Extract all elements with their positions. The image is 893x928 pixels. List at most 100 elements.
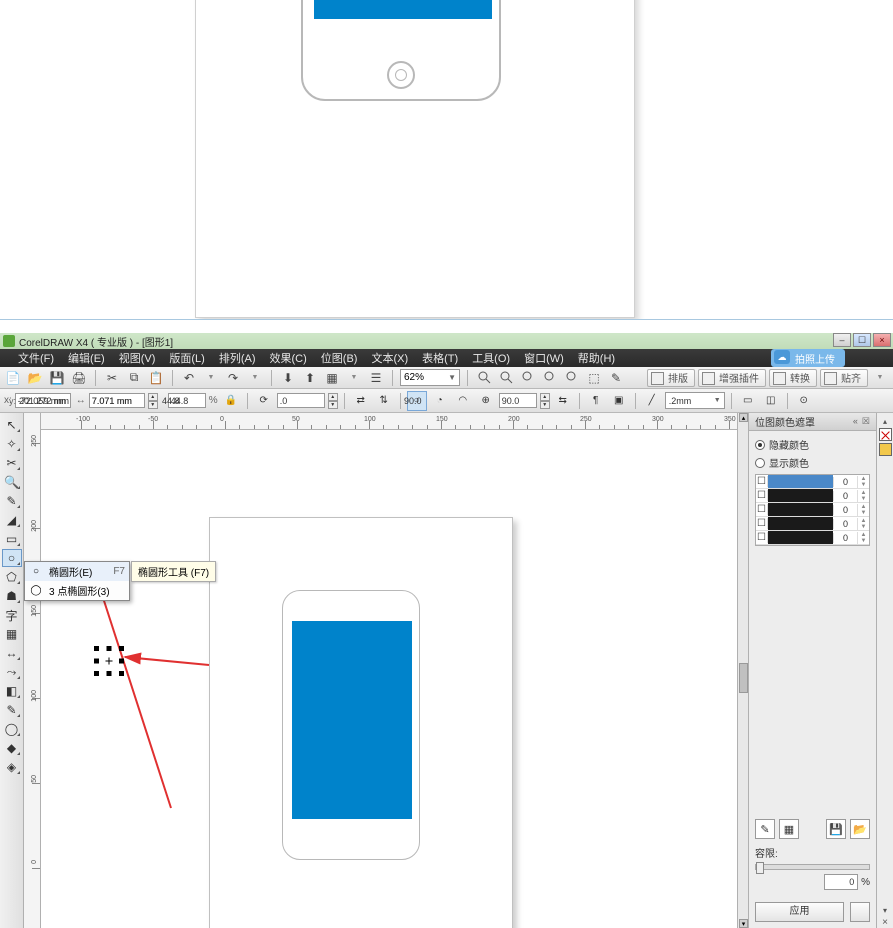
no-color-swatch[interactable] bbox=[879, 428, 892, 441]
ellipse-tool[interactable]: ○ bbox=[2, 549, 22, 567]
menu-help[interactable]: 帮助(H) bbox=[578, 350, 615, 366]
redo-icon[interactable]: ↷ bbox=[224, 369, 242, 387]
nav-plugin-button[interactable]: 增强插件 bbox=[698, 369, 766, 387]
interactive-fill-tool[interactable]: ◈ bbox=[2, 758, 22, 776]
ang-spinner[interactable]: ▲▼ bbox=[540, 393, 550, 408]
palette-up-icon[interactable]: ▴ bbox=[883, 417, 887, 426]
scroll-thumb[interactable] bbox=[739, 663, 748, 693]
zoom-fit-icon[interactable] bbox=[541, 369, 559, 387]
cut-icon[interactable]: ✂ bbox=[103, 369, 121, 387]
tolerance-value-field[interactable]: 0 bbox=[824, 874, 858, 890]
docker-collapse-icon[interactable]: « bbox=[853, 416, 858, 427]
close-button[interactable]: × bbox=[873, 333, 891, 347]
upload-button[interactable]: ☁ 拍照上传 bbox=[771, 349, 845, 367]
arc-mode-icon[interactable]: ◠ bbox=[453, 391, 473, 411]
print-icon[interactable]: 🖨 bbox=[70, 369, 88, 387]
radio-hide-colors[interactable]: 隐藏颜色 bbox=[755, 437, 870, 452]
menu-table[interactable]: 表格(T) bbox=[422, 350, 458, 366]
angle1-field[interactable]: 90.0 bbox=[499, 393, 537, 408]
minimize-button[interactable]: – bbox=[833, 333, 851, 347]
undo-icon[interactable]: ↶ bbox=[180, 369, 198, 387]
open-mask-icon[interactable]: 📂 bbox=[850, 819, 870, 839]
radio-show-colors[interactable]: 显示颜色 bbox=[755, 455, 870, 470]
apply-button[interactable]: 应用 bbox=[755, 902, 844, 922]
flyout-ellipse-item[interactable]: ○ 椭圆形(E) F7 bbox=[25, 562, 129, 581]
smart-fill-tool[interactable]: ◢ bbox=[2, 511, 22, 529]
edit-color-icon[interactable]: ▦ bbox=[779, 819, 799, 839]
nav-dropdown[interactable]: ▼ bbox=[871, 369, 889, 387]
shape-tool[interactable]: ✧ bbox=[2, 435, 22, 453]
to-front-icon[interactable]: ▣ bbox=[609, 391, 629, 411]
zoom-tool[interactable]: 🔍 bbox=[2, 473, 22, 491]
outline-tool[interactable]: ◯ bbox=[2, 720, 22, 738]
color-row-0[interactable]: ☐0 ▲▼ bbox=[756, 475, 869, 489]
behind-fill-icon[interactable]: ▭ bbox=[738, 391, 758, 411]
x-field[interactable]: -72.059 mm bbox=[15, 393, 71, 408]
nav-convert-button[interactable]: 转换 bbox=[769, 369, 817, 387]
canvas-area[interactable]: -100-50050100150200250300350 bbox=[41, 413, 737, 928]
zoom-in-icon[interactable] bbox=[475, 369, 493, 387]
mirror-v-icon[interactable]: ⇅ bbox=[374, 391, 394, 411]
menu-arrange[interactable]: 排列(A) bbox=[219, 350, 256, 366]
phone-outline-main[interactable] bbox=[282, 590, 420, 860]
undo-dropdown-icon[interactable]: ▼ bbox=[202, 369, 220, 387]
ellipse-mode-icon[interactable]: ○ bbox=[407, 391, 427, 411]
fill-tool[interactable]: ◆ bbox=[2, 739, 22, 757]
vertical-scrollbar[interactable]: ▴ ▾ bbox=[737, 413, 748, 928]
menu-edit[interactable]: 编辑(E) bbox=[68, 350, 105, 366]
zoom-all-icon[interactable] bbox=[563, 369, 581, 387]
text-tool[interactable]: 字 bbox=[2, 606, 22, 624]
wrap-para-icon[interactable]: ¶ bbox=[586, 391, 606, 411]
menu-bitmap[interactable]: 位图(B) bbox=[321, 350, 358, 366]
pan-tool-icon[interactable]: ⬚ bbox=[585, 369, 603, 387]
nav-snap-button[interactable]: 贴齐 bbox=[820, 369, 868, 387]
width-field[interactable]: 7.071 mm bbox=[89, 393, 145, 408]
menu-text[interactable]: 文本(X) bbox=[371, 350, 408, 366]
import-icon[interactable]: ⬇ bbox=[279, 369, 297, 387]
save-mask-icon[interactable]: 💾 bbox=[826, 819, 846, 839]
color-row-1[interactable]: ☐0 ▲▼ bbox=[756, 489, 869, 503]
app-launcher-dropdown[interactable]: ▼ bbox=[345, 369, 363, 387]
zoom-page-icon[interactable] bbox=[519, 369, 537, 387]
palette-menu-icon[interactable]: × bbox=[882, 917, 888, 928]
tolerance-slider[interactable] bbox=[755, 864, 870, 870]
docker-close-icon[interactable]: ☒ bbox=[862, 416, 870, 427]
menu-layout[interactable]: 版面(L) bbox=[169, 350, 204, 366]
open-icon[interactable]: 📂 bbox=[26, 369, 44, 387]
color-swatch-0[interactable] bbox=[879, 443, 892, 456]
zoom-select[interactable]: 62% ▼ bbox=[400, 369, 460, 386]
redo-dropdown-icon[interactable]: ▼ bbox=[246, 369, 264, 387]
copy-icon[interactable]: ⧉ bbox=[125, 369, 143, 387]
eyedropper-tool[interactable]: ✎ bbox=[2, 701, 22, 719]
pie-mode-icon[interactable]: ◔ bbox=[430, 391, 450, 411]
selected-object[interactable] bbox=[96, 648, 122, 674]
freehand-tool[interactable]: ✎ bbox=[2, 492, 22, 510]
polygon-tool[interactable]: ⬠ bbox=[2, 568, 22, 586]
menu-file[interactable]: 文件(F) bbox=[18, 350, 54, 366]
table-tool[interactable]: ▦ bbox=[2, 625, 22, 643]
swap-angle-icon[interactable]: ⇆ bbox=[553, 391, 573, 411]
connector-tool[interactable]: ⤳ bbox=[2, 663, 22, 681]
scroll-down-button[interactable]: ▾ bbox=[739, 919, 748, 928]
color-row-4[interactable]: ☐0 ▲▼ bbox=[756, 531, 869, 545]
scale-outline-icon[interactable]: ◫ bbox=[761, 391, 781, 411]
scale-x-field[interactable]: 44.8 bbox=[168, 393, 206, 408]
convert-curves-icon[interactable]: ⊙ bbox=[794, 391, 814, 411]
welcome-icon[interactable]: ☰ bbox=[367, 369, 385, 387]
rotation-field[interactable]: .0 bbox=[277, 393, 325, 408]
basic-shapes-tool[interactable]: ☗ bbox=[2, 587, 22, 605]
wh-spinner[interactable]: ▲▼ bbox=[148, 393, 158, 408]
pick-tool[interactable]: ↖ bbox=[2, 416, 22, 434]
rectangle-tool[interactable]: ▭ bbox=[2, 530, 22, 548]
menu-tools[interactable]: 工具(O) bbox=[472, 350, 510, 366]
crop-tool[interactable]: ✂ bbox=[2, 454, 22, 472]
zoom-out-icon[interactable] bbox=[497, 369, 515, 387]
paste-icon[interactable]: 📋 bbox=[147, 369, 165, 387]
menu-effects[interactable]: 效果(C) bbox=[270, 350, 307, 366]
new-icon[interactable]: 📄 bbox=[4, 369, 22, 387]
dimension-tool[interactable]: ↔ bbox=[2, 644, 22, 662]
nav-layout-button[interactable]: 排版 bbox=[647, 369, 695, 387]
app-launcher-icon[interactable]: ▦ bbox=[323, 369, 341, 387]
remove-mask-button[interactable] bbox=[850, 902, 870, 922]
menu-window[interactable]: 窗口(W) bbox=[524, 350, 564, 366]
